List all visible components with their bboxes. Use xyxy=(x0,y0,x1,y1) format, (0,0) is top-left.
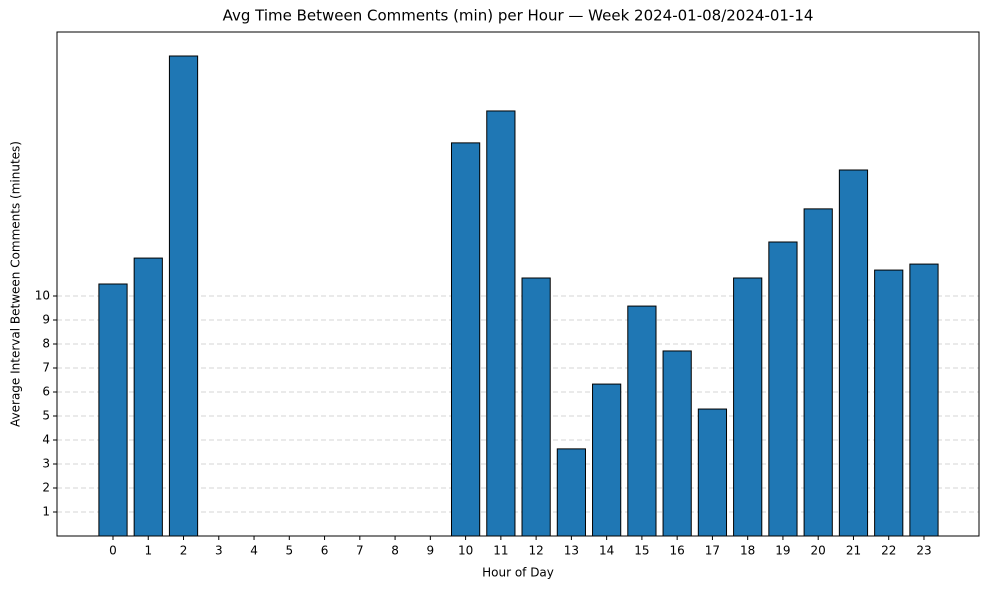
x-tick-label: 4 xyxy=(250,544,258,558)
bar xyxy=(521,277,551,537)
y-tick-label: 7 xyxy=(42,361,50,375)
x-tick-label: 9 xyxy=(427,544,435,558)
y-tick-label: 2 xyxy=(42,481,50,495)
x-tick-label: 3 xyxy=(215,544,223,558)
bar xyxy=(627,305,657,537)
bar xyxy=(803,208,833,537)
x-tick-label: 12 xyxy=(528,544,543,558)
x-axis-label: Hour of Day xyxy=(482,566,554,580)
x-tick-label: 20 xyxy=(811,544,826,558)
bar xyxy=(98,283,128,537)
x-tick-label: 22 xyxy=(881,544,896,558)
bar xyxy=(450,142,481,537)
y-tick-label: 5 xyxy=(42,409,50,423)
bar xyxy=(592,383,622,537)
x-tick-label: 5 xyxy=(285,544,293,558)
bar xyxy=(874,269,904,537)
chart-title: Avg Time Between Comments (min) per Hour… xyxy=(223,7,814,25)
x-tick-label: 18 xyxy=(740,544,755,558)
y-tick-label: 8 xyxy=(42,337,50,351)
y-tick-label: 6 xyxy=(42,385,50,399)
x-tick-label: 11 xyxy=(493,544,508,558)
bar xyxy=(909,263,939,537)
y-tick-label: 1 xyxy=(42,505,50,519)
y-tick-label: 4 xyxy=(42,433,50,447)
x-tick-label: 7 xyxy=(356,544,364,558)
y-tick-label: 3 xyxy=(42,457,50,471)
x-tick-label: 6 xyxy=(321,544,329,558)
y-tick-label: 9 xyxy=(42,313,50,327)
bar xyxy=(486,110,516,537)
bar xyxy=(838,169,869,537)
x-tick-label: 0 xyxy=(109,544,117,558)
x-tick-label: 8 xyxy=(391,544,399,558)
x-tick-label: 23 xyxy=(916,544,931,558)
x-tick-label: 2 xyxy=(180,544,188,558)
plot-frame xyxy=(56,31,980,537)
x-tick-label: 17 xyxy=(705,544,720,558)
bar xyxy=(697,408,728,537)
x-tick-label: 14 xyxy=(599,544,614,558)
y-axis-label: Average Interval Between Comments (minut… xyxy=(9,141,23,427)
bar xyxy=(733,277,763,537)
x-tick-label: 10 xyxy=(458,544,473,558)
x-tick-label: 16 xyxy=(670,544,685,558)
bar xyxy=(662,350,692,537)
bar xyxy=(133,257,163,537)
x-tick-label: 19 xyxy=(775,544,790,558)
x-tick-label: 21 xyxy=(846,544,861,558)
bar xyxy=(168,55,199,537)
y-tick-label: 10 xyxy=(35,289,50,303)
bar xyxy=(768,241,798,537)
bar xyxy=(556,448,586,537)
x-tick-label: 1 xyxy=(144,544,152,558)
x-tick-label: 13 xyxy=(564,544,579,558)
x-tick-label: 15 xyxy=(634,544,649,558)
